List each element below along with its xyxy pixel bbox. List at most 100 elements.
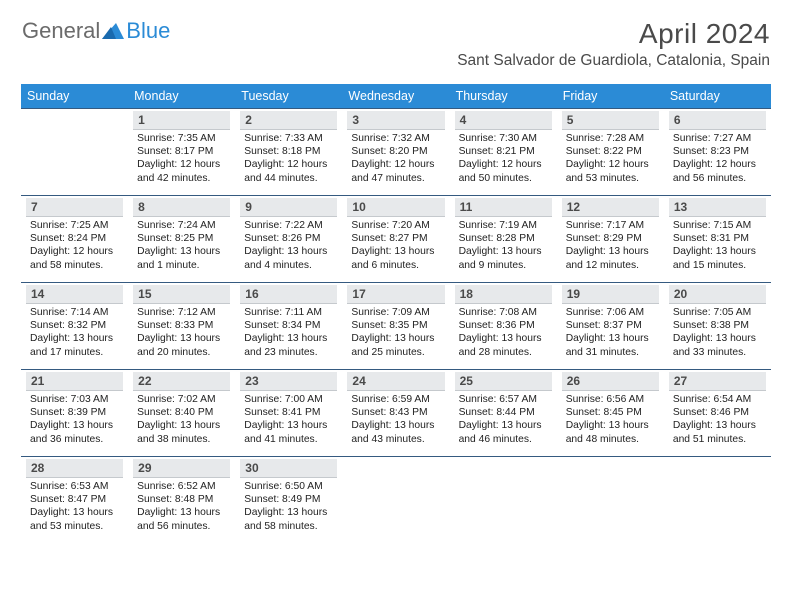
day-details: Sunrise: 7:09 AMSunset: 8:35 PMDaylight:… [347,304,444,359]
day-number: 3 [347,111,444,130]
daylight-text: Daylight: 13 hours and 20 minutes. [137,332,226,358]
sunset-text: Sunset: 8:45 PM [566,406,655,419]
sunset-text: Sunset: 8:40 PM [137,406,226,419]
calendar-cell: 11Sunrise: 7:19 AMSunset: 8:28 PMDayligh… [450,195,557,282]
calendar-cell: 21Sunrise: 7:03 AMSunset: 8:39 PMDayligh… [21,369,128,456]
calendar-week-row: 1Sunrise: 7:35 AMSunset: 8:17 PMDaylight… [21,108,771,195]
day-details: Sunrise: 7:12 AMSunset: 8:33 PMDaylight:… [133,304,230,359]
daylight-text: Daylight: 12 hours and 47 minutes. [351,158,440,184]
day-details: Sunrise: 7:25 AMSunset: 8:24 PMDaylight:… [26,217,123,272]
sunset-text: Sunset: 8:47 PM [30,493,119,506]
calendar-cell [664,456,771,543]
sunset-text: Sunset: 8:35 PM [351,319,440,332]
day-details: Sunrise: 7:32 AMSunset: 8:20 PMDaylight:… [347,130,444,185]
calendar-cell: 9Sunrise: 7:22 AMSunset: 8:26 PMDaylight… [235,195,342,282]
daylight-text: Daylight: 13 hours and 46 minutes. [459,419,548,445]
daylight-text: Daylight: 13 hours and 33 minutes. [673,332,762,358]
daylight-text: Daylight: 12 hours and 50 minutes. [459,158,548,184]
day-details: Sunrise: 7:20 AMSunset: 8:27 PMDaylight:… [347,217,444,272]
day-details: Sunrise: 7:35 AMSunset: 8:17 PMDaylight:… [133,130,230,185]
sunrise-text: Sunrise: 7:03 AM [30,393,119,406]
day-number: 14 [26,285,123,304]
daylight-text: Daylight: 13 hours and 43 minutes. [351,419,440,445]
day-number: 16 [240,285,337,304]
page-header: General Blue April 2024 Sant Salvador de… [0,0,792,76]
daylight-text: Daylight: 13 hours and 31 minutes. [566,332,655,358]
calendar-cell: 10Sunrise: 7:20 AMSunset: 8:27 PMDayligh… [342,195,449,282]
daylight-text: Daylight: 13 hours and 15 minutes. [673,245,762,271]
day-number: 25 [455,372,552,391]
calendar-cell: 12Sunrise: 7:17 AMSunset: 8:29 PMDayligh… [557,195,664,282]
calendar-cell: 23Sunrise: 7:00 AMSunset: 8:41 PMDayligh… [235,369,342,456]
calendar-cell: 26Sunrise: 6:56 AMSunset: 8:45 PMDayligh… [557,369,664,456]
daylight-text: Daylight: 13 hours and 9 minutes. [459,245,548,271]
month-title: April 2024 [457,18,770,50]
day-number: 24 [347,372,444,391]
calendar-cell: 1Sunrise: 7:35 AMSunset: 8:17 PMDaylight… [128,108,235,195]
sunrise-text: Sunrise: 7:08 AM [459,306,548,319]
sunrise-text: Sunrise: 7:15 AM [673,219,762,232]
calendar-cell: 8Sunrise: 7:24 AMSunset: 8:25 PMDaylight… [128,195,235,282]
title-block: April 2024 Sant Salvador de Guardiola, C… [457,18,770,70]
sunrise-text: Sunrise: 7:28 AM [566,132,655,145]
sunrise-text: Sunrise: 7:06 AM [566,306,655,319]
day-number: 26 [562,372,659,391]
calendar-cell [557,456,664,543]
weekday-header: Tuesday [235,84,342,108]
sunrise-text: Sunrise: 6:50 AM [244,480,333,493]
day-details: Sunrise: 7:27 AMSunset: 8:23 PMDaylight:… [669,130,766,185]
day-number: 18 [455,285,552,304]
daylight-text: Daylight: 13 hours and 58 minutes. [244,506,333,532]
logo: General Blue [22,18,170,44]
daylight-text: Daylight: 13 hours and 23 minutes. [244,332,333,358]
daylight-text: Daylight: 13 hours and 4 minutes. [244,245,333,271]
weekday-header: Friday [557,84,664,108]
sunrise-text: Sunrise: 7:00 AM [244,393,333,406]
calendar-cell: 17Sunrise: 7:09 AMSunset: 8:35 PMDayligh… [342,282,449,369]
sunset-text: Sunset: 8:29 PM [566,232,655,245]
sunrise-text: Sunrise: 7:32 AM [351,132,440,145]
sunrise-text: Sunrise: 7:35 AM [137,132,226,145]
daylight-text: Daylight: 13 hours and 41 minutes. [244,419,333,445]
day-number: 17 [347,285,444,304]
day-number: 22 [133,372,230,391]
day-details: Sunrise: 6:59 AMSunset: 8:43 PMDaylight:… [347,391,444,446]
weekday-header: Wednesday [342,84,449,108]
daylight-text: Daylight: 12 hours and 58 minutes. [30,245,119,271]
sunset-text: Sunset: 8:37 PM [566,319,655,332]
calendar-cell: 7Sunrise: 7:25 AMSunset: 8:24 PMDaylight… [21,195,128,282]
day-details: Sunrise: 7:11 AMSunset: 8:34 PMDaylight:… [240,304,337,359]
day-details: Sunrise: 6:54 AMSunset: 8:46 PMDaylight:… [669,391,766,446]
day-details: Sunrise: 7:03 AMSunset: 8:39 PMDaylight:… [26,391,123,446]
weekday-header-row: SundayMondayTuesdayWednesdayThursdayFrid… [21,84,771,108]
sunset-text: Sunset: 8:41 PM [244,406,333,419]
calendar-cell: 3Sunrise: 7:32 AMSunset: 8:20 PMDaylight… [342,108,449,195]
sunrise-text: Sunrise: 7:33 AM [244,132,333,145]
sunset-text: Sunset: 8:36 PM [459,319,548,332]
daylight-text: Daylight: 12 hours and 56 minutes. [673,158,762,184]
day-details: Sunrise: 6:57 AMSunset: 8:44 PMDaylight:… [455,391,552,446]
day-number: 6 [669,111,766,130]
day-number: 1 [133,111,230,130]
sunset-text: Sunset: 8:28 PM [459,232,548,245]
sunrise-text: Sunrise: 6:56 AM [566,393,655,406]
calendar-cell [450,456,557,543]
calendar-cell: 24Sunrise: 6:59 AMSunset: 8:43 PMDayligh… [342,369,449,456]
day-details: Sunrise: 7:22 AMSunset: 8:26 PMDaylight:… [240,217,337,272]
calendar-cell: 19Sunrise: 7:06 AMSunset: 8:37 PMDayligh… [557,282,664,369]
calendar-cell: 5Sunrise: 7:28 AMSunset: 8:22 PMDaylight… [557,108,664,195]
day-number: 21 [26,372,123,391]
day-number: 15 [133,285,230,304]
calendar-week-row: 28Sunrise: 6:53 AMSunset: 8:47 PMDayligh… [21,456,771,543]
day-number: 4 [455,111,552,130]
day-details: Sunrise: 7:17 AMSunset: 8:29 PMDaylight:… [562,217,659,272]
daylight-text: Daylight: 13 hours and 38 minutes. [137,419,226,445]
calendar-cell: 18Sunrise: 7:08 AMSunset: 8:36 PMDayligh… [450,282,557,369]
day-number: 30 [240,459,337,478]
sunrise-text: Sunrise: 6:59 AM [351,393,440,406]
calendar-week-row: 21Sunrise: 7:03 AMSunset: 8:39 PMDayligh… [21,369,771,456]
day-number: 5 [562,111,659,130]
calendar-cell: 15Sunrise: 7:12 AMSunset: 8:33 PMDayligh… [128,282,235,369]
calendar-cell: 29Sunrise: 6:52 AMSunset: 8:48 PMDayligh… [128,456,235,543]
sunset-text: Sunset: 8:18 PM [244,145,333,158]
